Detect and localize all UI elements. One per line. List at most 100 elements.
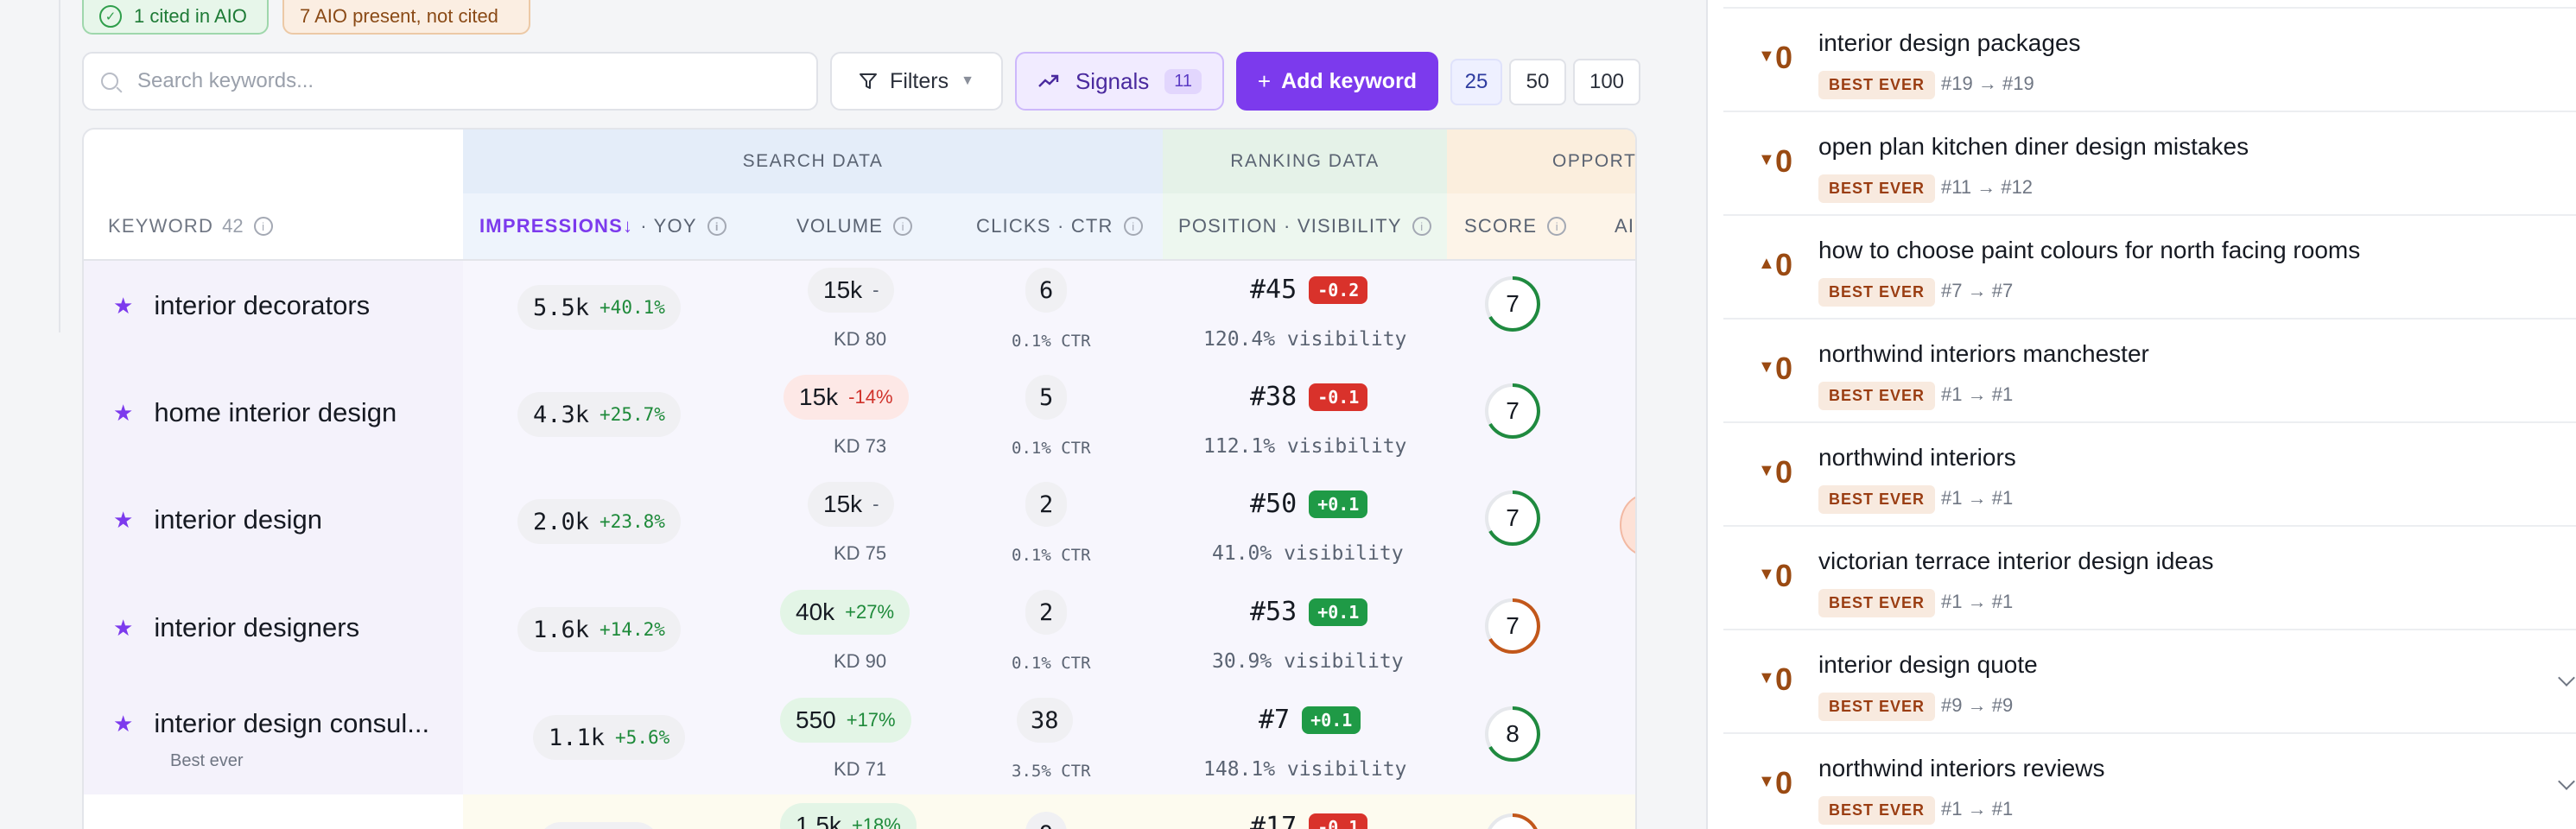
position-delta: +0.1 (1302, 706, 1361, 734)
visibility-value: 112.1% visibility (1203, 435, 1407, 458)
panel-row[interactable]: ▼ 0 interior design packages BEST EVER #… (1723, 9, 2576, 112)
position-delta: +0.1 (1309, 598, 1368, 626)
trend-down-icon: ▼ (1758, 565, 1775, 584)
aio-not-cited-pill[interactable]: 7 AIO present, not cited (282, 0, 530, 35)
volume-chip: 40k +27% (780, 590, 910, 635)
kd-value: KD 71 (834, 758, 887, 780)
score-ring (1485, 598, 1540, 654)
chevron-down-icon[interactable] (2558, 669, 2575, 687)
row-background (84, 261, 463, 829)
best-ever-badge: BEST EVER (1818, 382, 1936, 410)
info-icon[interactable]: i (893, 217, 913, 236)
info-icon[interactable]: i (1547, 217, 1567, 236)
trend-down-icon: ▼ (1758, 47, 1775, 66)
panel-keyword: northwind interiors manchester (1818, 340, 2149, 367)
movers-panel: ▼ 0 interior design packages BEST EVER #… (1706, 0, 2576, 829)
signals-label: Signals (1075, 67, 1150, 94)
page-size-25[interactable]: 25 (1450, 59, 1502, 105)
star-icon[interactable]: ★ (113, 710, 134, 737)
info-icon[interactable]: i (253, 217, 273, 236)
add-keyword-button[interactable]: + Add keyword (1236, 52, 1438, 111)
keywords-table: SEARCH DATA RANKING DATA OPPORT KEYWORD … (82, 128, 1637, 829)
page-size-50[interactable]: 50 (1509, 59, 1566, 105)
ctr-value: 3.5% CTR (1012, 762, 1091, 781)
page-size-100[interactable]: 100 (1573, 59, 1640, 105)
column-keyword[interactable]: KEYWORD 42 i (108, 193, 273, 259)
best-ever-badge: BEST EVER (1818, 71, 1936, 99)
score-ring (1485, 706, 1540, 762)
filters-button[interactable]: Filters ▼ (830, 52, 1003, 111)
rank-move: #1 → #1 (1941, 798, 2014, 820)
panel-keyword: how to choose paint colours for north fa… (1818, 237, 2361, 263)
yoy-value: +5.6% (615, 727, 670, 748)
panel-row[interactable]: ▼ 0 open plan kitchen diner design mista… (1723, 112, 2576, 216)
impressions-value: 5.5k (533, 294, 590, 321)
ctr-value: 0.1% CTR (1012, 332, 1091, 351)
keyword-cell[interactable]: ★ interior design consul... (113, 708, 429, 739)
chevron-down-icon: ▼ (961, 73, 974, 88)
panel-row[interactable]: ▼ 0 victorian terrace interior design id… (1723, 527, 2576, 630)
volume-delta: - (872, 493, 879, 515)
keyword-cell[interactable]: ★ interior designers (113, 612, 359, 643)
clicks-chip: 2 (1025, 482, 1068, 527)
volume-value: 15k (823, 490, 863, 517)
volume-chip: 15k -14% (784, 375, 909, 420)
score-ring (1485, 490, 1540, 546)
ctr-value: 0.1% CTR (1012, 439, 1091, 458)
panel-row[interactable]: ▼ 0 northwind interiors manchester BEST … (1723, 320, 2576, 423)
column-clicks[interactable]: CLICKS · CTR i (976, 193, 1143, 259)
info-icon[interactable]: i (1412, 217, 1431, 236)
keyword-cell[interactable]: ★ interior design (113, 504, 322, 535)
rank-delta: 0 (1775, 661, 1793, 697)
column-impressions[interactable]: IMPRESSIONS ↓ · YOY i (479, 193, 726, 259)
star-icon[interactable]: ★ (113, 506, 134, 533)
add-keyword-label: Add keyword (1281, 68, 1418, 93)
position-value: #38 (1250, 382, 1298, 412)
search-input[interactable] (137, 69, 794, 93)
keyword-subtitle: Best ever (170, 751, 244, 770)
signals-button[interactable]: Signals 11 (1015, 52, 1224, 111)
keywords-main: ✓ 1 cited in AIO 7 AIO present, not cite… (0, 0, 1706, 829)
panel-row[interactable]: ▼ 0 interior design quote BEST EVER #9 →… (1723, 630, 2576, 734)
star-icon[interactable]: ★ (113, 292, 134, 319)
panel-row[interactable]: ▼ 0 northwind interiors reviews BEST EVE… (1723, 734, 2576, 829)
star-icon[interactable]: ★ (113, 614, 134, 641)
volume-delta: -14% (848, 386, 893, 408)
volume-delta: +18% (851, 814, 901, 829)
rank-move: #9 → #9 (1941, 694, 2014, 716)
position-value: #17 (1250, 812, 1298, 829)
volume-value: 1.5k (796, 812, 841, 829)
group-ranking-data: RANKING DATA (1163, 130, 1447, 193)
panel-row[interactable]: ▼ 0 northwind interiors BEST EVER #1 → #… (1723, 423, 2576, 527)
panel-keyword: northwind interiors reviews (1818, 755, 2105, 782)
panel-row[interactable]: ▲ 0 how to choose paint colours for nort… (1723, 216, 2576, 320)
column-position[interactable]: POSITION · VISIBILITY i (1178, 193, 1431, 259)
yoy-value: +25.7% (600, 404, 665, 425)
keyword-header-label: KEYWORD (108, 215, 214, 237)
chevron-down-icon[interactable] (2558, 773, 2575, 790)
clicks-chip: 9 (1025, 812, 1068, 829)
ctr-value: 0.1% CTR (1012, 654, 1091, 673)
volume-value: 40k (796, 598, 835, 625)
star-icon[interactable]: ★ (113, 399, 134, 426)
volume-chip: 550 +17% (780, 698, 911, 743)
column-ai[interactable]: AI (1615, 215, 1635, 237)
best-ever-badge: BEST EVER (1818, 174, 1936, 203)
kd-value: KD 73 (834, 435, 887, 457)
search-box (82, 52, 818, 111)
keyword-cell[interactable]: ★ home interior design (113, 397, 397, 428)
header-band (463, 193, 1163, 259)
column-volume[interactable]: VOLUME i (796, 193, 913, 259)
volume-value: 15k (799, 383, 839, 410)
keyword-cell[interactable]: ★ interior decorators (113, 290, 370, 321)
filter-icon (860, 73, 878, 89)
score-value: 7 (1506, 612, 1520, 639)
ctr-value: 0.1% CTR (1012, 546, 1091, 565)
clicks-chip: 5 (1025, 375, 1068, 420)
column-score[interactable]: SCORE i (1464, 193, 1567, 259)
info-icon[interactable]: i (707, 217, 726, 236)
plus-icon: + (1257, 67, 1272, 94)
yoy-value: +40.1% (600, 297, 665, 318)
info-icon[interactable]: i (1123, 217, 1143, 236)
cited-in-aio-pill[interactable]: ✓ 1 cited in AIO (82, 0, 269, 35)
